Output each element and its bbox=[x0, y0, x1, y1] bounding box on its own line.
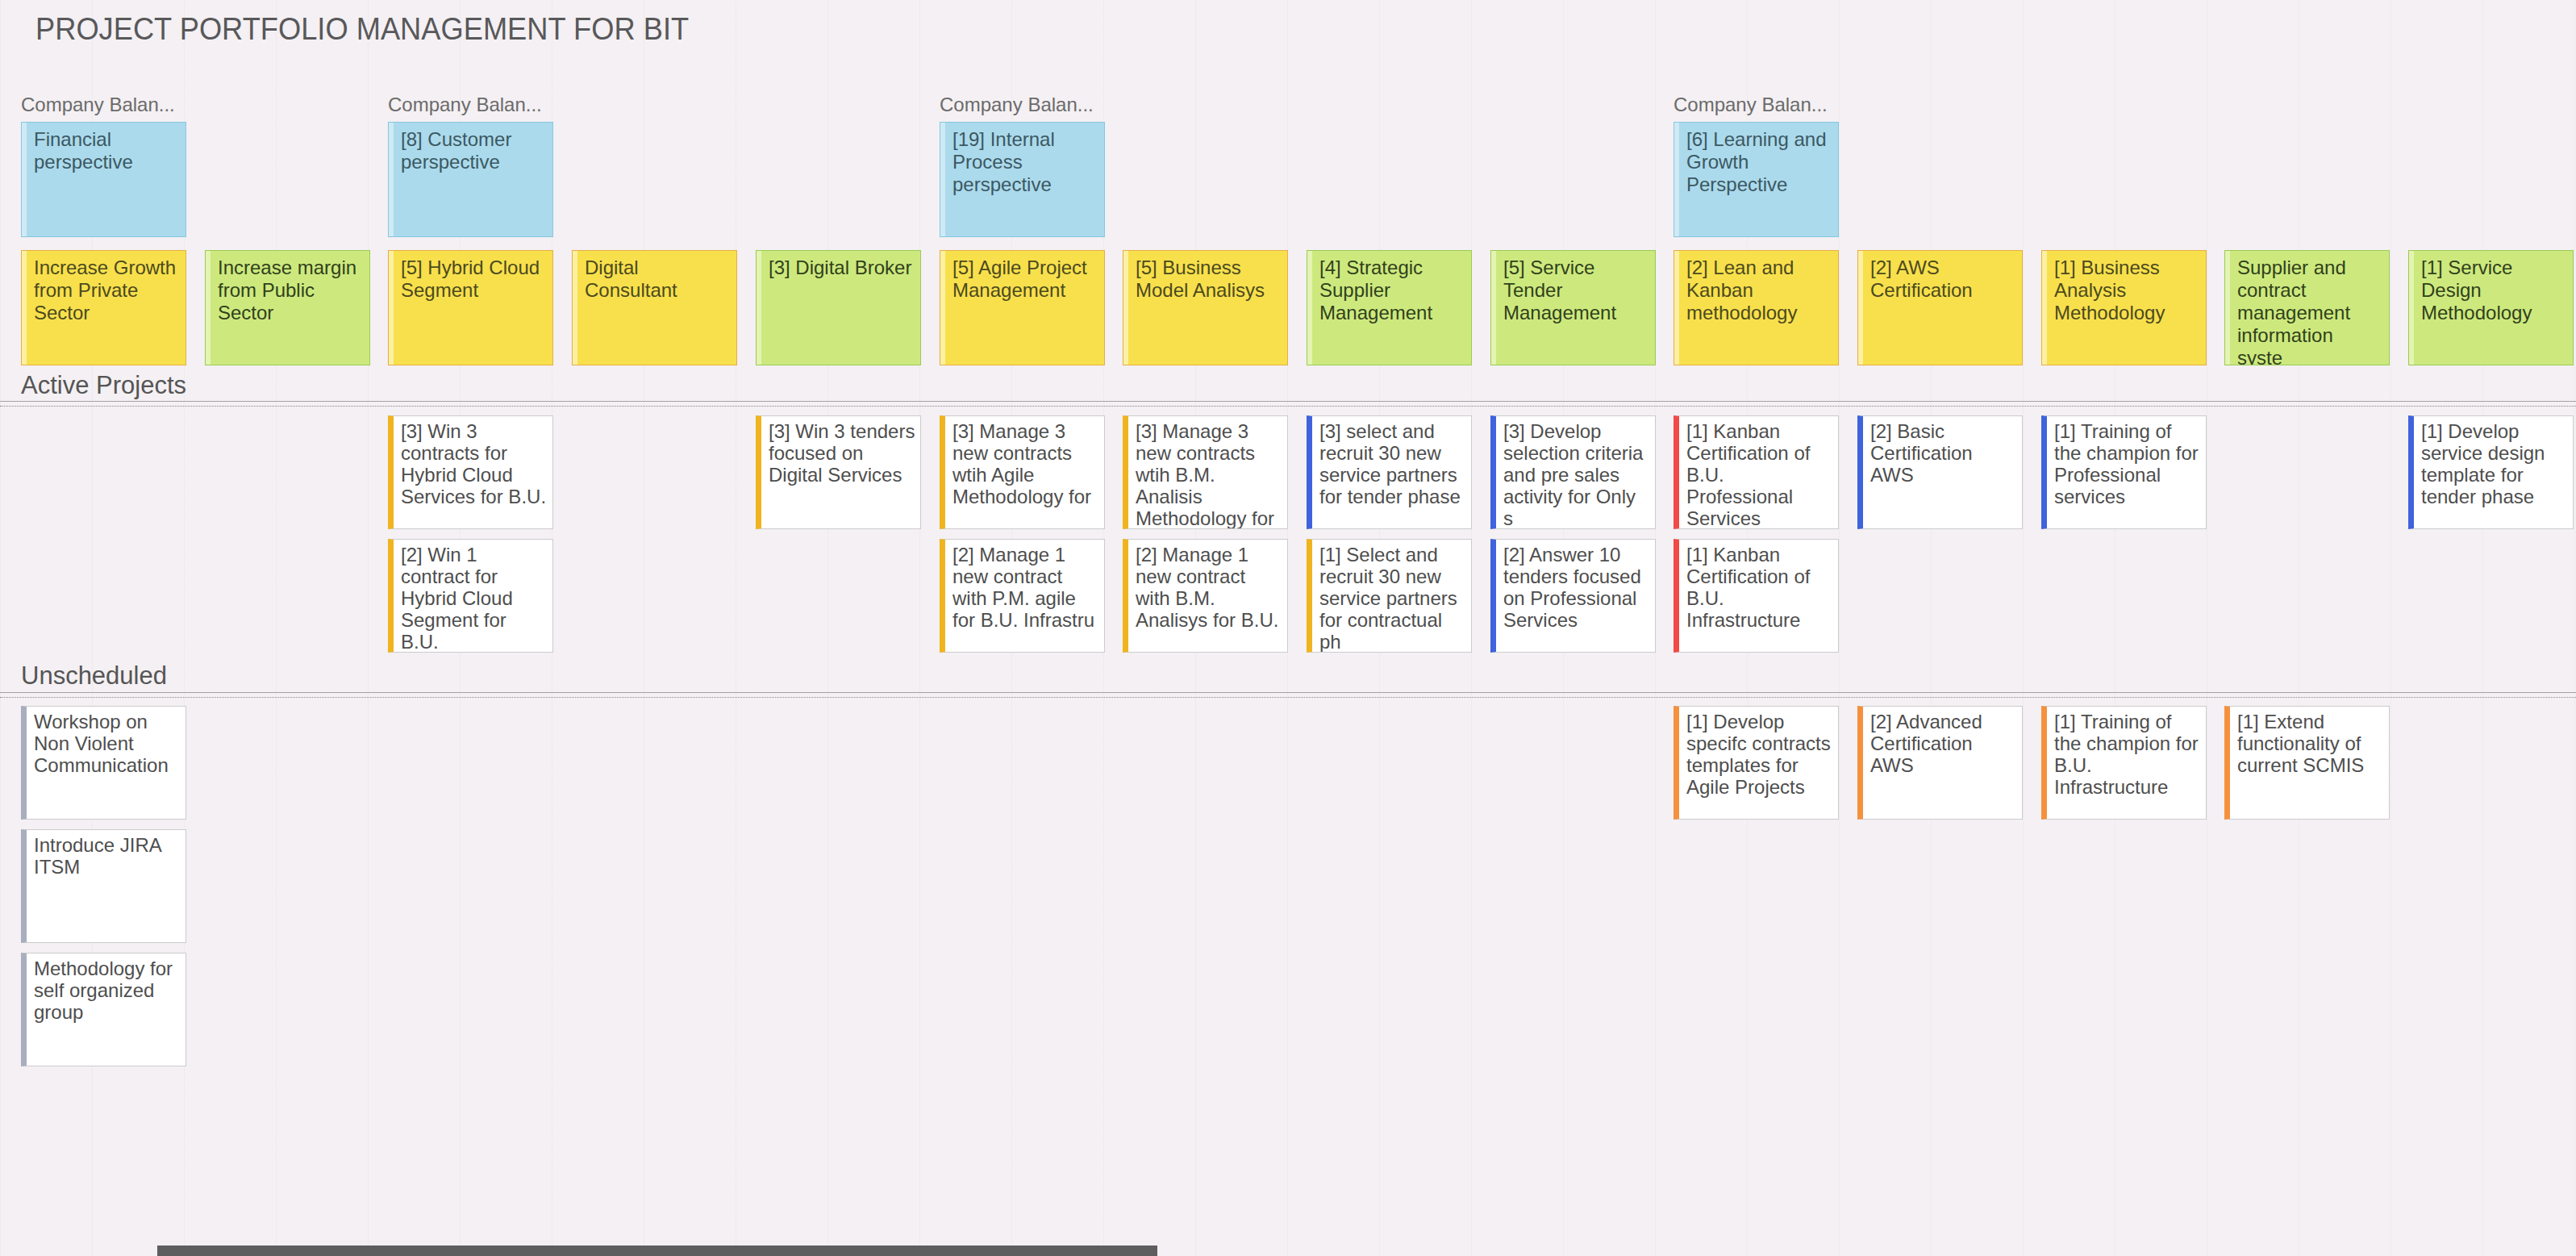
section-heading-active-projects: Active Projects bbox=[21, 371, 186, 400]
goal-card[interactable]: Increase Growth from Private Sector bbox=[21, 250, 186, 365]
project-card[interactable]: [2] Advanced Certification AWS bbox=[1857, 706, 2023, 820]
section-heading-unscheduled: Unscheduled bbox=[21, 661, 167, 691]
perspective-card[interactable]: [6] Learning and Growth Perspective bbox=[1674, 122, 1839, 237]
page-title: PROJECT PORTFOLIO MANAGEMENT FOR BIT bbox=[35, 11, 689, 47]
section-separator-solid bbox=[0, 401, 2576, 402]
project-card[interactable]: [3] Win 3 tenders focused on Digital Ser… bbox=[756, 415, 921, 529]
portfolio-board: PROJECT PORTFOLIO MANAGEMENT FOR BIT Com… bbox=[0, 0, 2576, 1256]
project-card[interactable]: [1] Extend functionality of current SCMI… bbox=[2224, 706, 2390, 820]
goal-card[interactable]: [5] Agile Project Management bbox=[940, 250, 1105, 365]
project-card[interactable]: [3] Develop selection criteria and pre s… bbox=[1490, 415, 1656, 529]
goal-card[interactable]: [2] AWS Certification bbox=[1857, 250, 2023, 365]
goal-card[interactable]: [1] Business Analysis Methodology bbox=[2041, 250, 2207, 365]
goal-card[interactable]: Digital Consultant bbox=[572, 250, 737, 365]
group-column-header: Company Balan... bbox=[1674, 94, 1839, 116]
project-card[interactable]: [1] Develop specifc contracts templates … bbox=[1674, 706, 1839, 820]
project-card[interactable]: [1] Training of the champion for B.U. In… bbox=[2041, 706, 2207, 820]
project-card[interactable]: [1] Kanban Certification of B.U. Profess… bbox=[1674, 415, 1839, 529]
project-card[interactable]: [3] Win 3 contracts for Hybrid Cloud Ser… bbox=[388, 415, 553, 529]
project-card[interactable]: [1] Develop service design template for … bbox=[2408, 415, 2574, 529]
perspective-card[interactable]: Financial perspective bbox=[21, 122, 186, 237]
project-card[interactable]: [1] Training of the champion for Profess… bbox=[2041, 415, 2207, 529]
goal-card[interactable]: Increase margin from Public Sector bbox=[205, 250, 370, 365]
project-card[interactable]: [2] Win 1 contract for Hybrid Cloud Segm… bbox=[388, 539, 553, 653]
project-card[interactable]: Methodology for self organized group bbox=[21, 953, 186, 1066]
goal-card[interactable]: [3] Digital Broker bbox=[756, 250, 921, 365]
goal-card[interactable]: [5] Service Tender Management bbox=[1490, 250, 1656, 365]
group-column-header: Company Balan... bbox=[21, 94, 186, 116]
group-column-header: Company Balan... bbox=[940, 94, 1105, 116]
goal-card[interactable]: [2] Lean and Kanban methodology bbox=[1674, 250, 1839, 365]
goal-card[interactable]: [1] Service Design Methodology bbox=[2408, 250, 2574, 365]
perspective-card[interactable]: [8] Customer perspective bbox=[388, 122, 553, 237]
group-column-header: Company Balan... bbox=[388, 94, 553, 116]
project-card[interactable]: [2] Manage 1 new contract with P.M. agil… bbox=[940, 539, 1105, 653]
project-card[interactable]: [1] Kanban Certification of B.U. Infrast… bbox=[1674, 539, 1839, 653]
goal-card[interactable]: [5] Business Model Analisys bbox=[1123, 250, 1288, 365]
horizontal-scrollbar-thumb[interactable] bbox=[157, 1246, 1157, 1256]
project-card[interactable]: [1] Select and recruit 30 new service pa… bbox=[1307, 539, 1472, 653]
project-card[interactable]: [2] Manage 1 new contract with B.M. Anal… bbox=[1123, 539, 1288, 653]
perspective-card[interactable]: [19] Internal Process perspective bbox=[940, 122, 1105, 237]
project-card[interactable]: [2] Basic Certification AWS bbox=[1857, 415, 2023, 529]
goal-card[interactable]: [4] Strategic Supplier Management bbox=[1307, 250, 1472, 365]
project-card[interactable]: Introduce JIRA ITSM bbox=[21, 829, 186, 943]
project-card[interactable]: [3] select and recruit 30 new service pa… bbox=[1307, 415, 1472, 529]
section-separator-solid bbox=[0, 692, 2576, 693]
project-card[interactable]: [2] Answer 10 tenders focused on Profess… bbox=[1490, 539, 1656, 653]
section-separator-dotted bbox=[0, 406, 2576, 407]
project-card[interactable]: [3] Manage 3 new contracts wtih Agile Me… bbox=[940, 415, 1105, 529]
goal-card[interactable]: [5] Hybrid Cloud Segment bbox=[388, 250, 553, 365]
project-card[interactable]: [3] Manage 3 new contracts wtih B.M. Ana… bbox=[1123, 415, 1288, 529]
project-card[interactable]: Workshop on Non Violent Communication bbox=[21, 706, 186, 820]
goal-card[interactable]: Supplier and contract management informa… bbox=[2224, 250, 2390, 365]
section-separator-dotted bbox=[0, 697, 2576, 698]
